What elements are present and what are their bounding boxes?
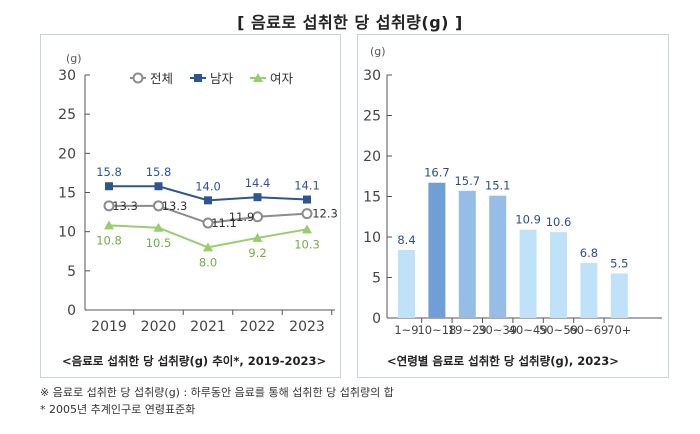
line-chart-caption: <음료로 섭취한 당 섭취량(g) 추이*, 2019-2023> — [62, 354, 327, 368]
bar-chart-unit: (g) — [370, 45, 386, 58]
bar-1~9 — [398, 249, 415, 318]
series-1-point — [202, 217, 214, 229]
series-2-point — [253, 193, 262, 202]
bar-data-label: 15.1 — [485, 179, 511, 193]
bar-60~69 — [580, 262, 598, 318]
legend-marker-1 — [132, 72, 144, 84]
series-2-point — [204, 196, 212, 205]
series-2-point — [303, 195, 311, 204]
series-1-point — [301, 208, 313, 220]
series-3-point — [203, 242, 213, 252]
line-chart-y-tick-label: 15 — [58, 186, 76, 202]
legend-marker-2 — [194, 74, 202, 82]
bar-chart-caption: <연령별 음료로 섭취한 당 섭취량(g), 2023> — [387, 354, 619, 368]
series-2-data-label: 14.4 — [245, 176, 271, 190]
line-chart-y-tick-label: 0 — [67, 303, 76, 319]
bar-chart-x-tick-label: 60~69 — [569, 323, 608, 337]
legend-label-2: 남자 — [210, 71, 234, 86]
series-3-data-label: 9.2 — [248, 246, 266, 260]
series-1-point — [103, 200, 115, 212]
bar-chart-x-tick-label: 40~49 — [509, 323, 548, 337]
line-chart-y-tick-label: 30 — [58, 68, 76, 84]
line-chart-panel — [40, 34, 341, 378]
bar-data-label: 8.4 — [397, 233, 415, 247]
bar-70+ — [610, 273, 628, 318]
line-chart-x-tick-label: 2021 — [190, 319, 226, 335]
series-3-point — [252, 232, 263, 242]
line-chart-y-tick-label: 10 — [58, 225, 76, 241]
bar-chart-y-tick-label: 15 — [363, 190, 381, 206]
series-2-data-label: 15.8 — [96, 165, 122, 179]
series-2-data-label: 15.8 — [146, 165, 172, 179]
bar-chart-x-tick-label: 10~18 — [417, 323, 456, 337]
series-1-data-label: 12.3 — [312, 207, 338, 221]
bar-chart-x-tick-label: 1~9 — [394, 323, 418, 337]
bar-data-label: 15.7 — [454, 174, 480, 188]
series-1-data-label: 11.1 — [211, 216, 237, 230]
series-2-point — [154, 182, 163, 191]
footnote-definition: ※ 음료로 섭취한 당 섭취량(g) : 하루동안 음료를 통해 섭취한 당 섭… — [40, 386, 394, 399]
series-1-data-label: 13.3 — [162, 199, 188, 213]
series-2-point — [105, 182, 113, 191]
bar-data-label: 16.7 — [424, 166, 450, 180]
series-1-point — [252, 211, 263, 223]
bar-data-label: 10.9 — [515, 213, 541, 227]
series-1-point — [153, 200, 164, 212]
line-chart-x-tick-label: 2022 — [240, 319, 276, 335]
series-3-data-label: 10.3 — [294, 237, 320, 251]
bar-chart-x-tick-label: 30~39 — [478, 323, 517, 337]
bar-50~59 — [550, 232, 567, 318]
legend-label-3: 여자 — [270, 71, 294, 86]
bar-chart-panel — [357, 34, 669, 378]
bar-chart-x-tick-label: 50~59 — [539, 323, 578, 337]
series-2-data-label: 14.0 — [195, 179, 221, 193]
series-3-data-label: 10.5 — [146, 236, 172, 250]
line-chart-y-tick-label: 5 — [67, 264, 76, 280]
bar-data-label: 10.6 — [546, 215, 572, 229]
bar-data-label: 6.8 — [580, 246, 598, 260]
bar-chart-x-tick-label: 70+ — [607, 323, 631, 337]
legend-marker-3 — [253, 73, 263, 82]
line-chart-x-tick-label: 2023 — [289, 319, 325, 335]
bar-chart-y-tick-label: 0 — [372, 311, 381, 327]
line-chart-y-tick-label: 20 — [58, 146, 76, 162]
bar-chart-y-tick-label: 20 — [363, 149, 381, 165]
bar-chart-x-tick-label: 19~29 — [448, 323, 487, 337]
line-chart-x-tick-label: 2019 — [91, 319, 127, 335]
series-1-data-label: 11.9 — [229, 210, 255, 224]
series-3-point — [302, 224, 312, 234]
series-2-data-label: 14.1 — [294, 179, 320, 193]
line-chart-y-tick-label: 25 — [58, 107, 76, 123]
series-3-point — [104, 220, 114, 230]
series-3-data-label: 10.8 — [96, 233, 122, 247]
bar-chart-y-tick-label: 25 — [363, 109, 381, 125]
series-3-data-label: 8.0 — [199, 255, 217, 269]
line-chart-x-tick-label: 2020 — [141, 319, 177, 335]
bar-30~39 — [489, 195, 507, 318]
figure-title: [ 음료로 섭취한 당 섭취량(g) ] — [237, 13, 463, 32]
line-chart-unit: (g) — [66, 52, 82, 65]
bar-40~49 — [519, 229, 537, 318]
footnote-standardization: * 2005년 추계인구로 연령표준화 — [40, 403, 196, 416]
legend-label-1: 전체 — [150, 71, 173, 86]
bar-10~18 — [428, 182, 446, 318]
series-3-point — [153, 222, 164, 232]
series-1-data-label: 13.3 — [112, 199, 138, 213]
bar-data-label: 5.5 — [610, 256, 628, 270]
bar-chart-y-tick-label: 10 — [363, 230, 381, 246]
bar-chart-y-tick-label: 5 — [372, 271, 381, 287]
bar-19~29 — [458, 190, 476, 318]
bar-chart-y-tick-label: 30 — [363, 68, 381, 84]
